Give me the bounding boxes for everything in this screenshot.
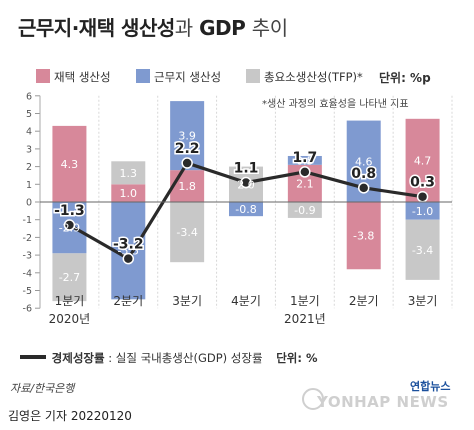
line-legend-desc: : 실질 국내총생산(GDP) 성장률 (108, 351, 263, 365)
bar-value-label: 0.5 (296, 154, 314, 167)
x-tick-label: 1분기 (290, 294, 320, 308)
legend-label-home: 재택 생산성 (54, 70, 111, 84)
bar-value-label: -3.4 (412, 244, 433, 257)
legend-swatch-home (36, 69, 50, 83)
y-tick-label: -2 (23, 233, 32, 244)
unit-label: 단위: %p (379, 71, 431, 85)
bar-segment (111, 184, 146, 202)
y-tick-label: 0 (26, 198, 32, 209)
year-label: 2020년 (49, 312, 91, 326)
bar-segment (229, 202, 263, 217)
y-tick-label: 6 (26, 91, 32, 102)
yonhap-logo-en: YONHAP NEWS (317, 393, 449, 411)
line-legend-icon (20, 355, 46, 359)
credit-text: 김영은 기자 20220120 (8, 409, 132, 423)
bar-value-label: -2.9 (59, 222, 80, 235)
y-tick-label: -4 (23, 268, 32, 279)
x-tick-label: 4분기 (231, 294, 261, 308)
bar-value-label: 4.6 (355, 155, 373, 168)
title-suffix: 추이 (251, 16, 288, 40)
bar-value-label: -3.8 (353, 230, 374, 243)
y-tick-label: 1 (26, 180, 32, 191)
bar-segment (170, 170, 205, 202)
bar-value-label: 2.0 (237, 178, 255, 191)
source-text: 자료/한국은행 (10, 382, 75, 395)
bar-value-label: -3.4 (176, 226, 197, 239)
growth-value-label: -3.2 (113, 237, 144, 253)
bar-value-label: 4.3 (61, 158, 79, 171)
bar-segment (52, 125, 87, 202)
bar-value-label: 1.0 (120, 187, 138, 200)
y-tick-label: 5 (26, 109, 32, 120)
growth-point (299, 166, 311, 178)
bar-value-label: 3.9 (178, 130, 196, 143)
title-gdp: GDP (199, 16, 246, 40)
bar-value-label: 2.1 (296, 177, 314, 190)
bar-segment (170, 202, 205, 263)
bottom-legend: 경제성장률 : 실질 국내총생산(GDP) 성장률 단위: % (18, 350, 318, 366)
growth-value-label: 0.3 (410, 175, 435, 191)
growth-value-label: 1.1 (234, 161, 259, 177)
title-main: 근무지·재택 생산성 (18, 16, 175, 40)
bar-segment (405, 219, 440, 280)
x-tick-label: 2분기 (113, 294, 143, 308)
year-label: 2021년 (284, 312, 326, 326)
line-legend-unit: 단위: % (276, 351, 318, 365)
x-tick-label: 2분기 (349, 294, 379, 308)
line-legend-label: 경제성장률 (51, 351, 105, 365)
growth-point (63, 219, 76, 231)
bar-segment (287, 155, 322, 165)
y-tick-label: 3 (26, 144, 32, 155)
bar-value-label: -0.8 (235, 203, 256, 216)
legend-swatch-tfp (246, 69, 260, 83)
growth-value-label: -1.3 (54, 203, 85, 219)
bar-segment (52, 253, 87, 302)
bar-value-label: 4.7 (414, 154, 432, 167)
growth-value-label: 1.7 (292, 150, 317, 166)
growth-value-label: 2.2 (175, 141, 200, 157)
bar-value-label: -2.7 (59, 271, 80, 284)
bar-value-label: 1.8 (178, 180, 196, 193)
bar-value-label: -0.9 (294, 204, 315, 217)
bar-segment (111, 161, 146, 185)
growth-value-label: 0.8 (351, 166, 376, 182)
y-tick-label: -5 (23, 286, 32, 297)
y-tick-label: 2 (26, 162, 32, 173)
bar-value-label: -5.5 (118, 245, 139, 258)
growth-point (240, 176, 252, 189)
bars (52, 101, 440, 302)
bar-segment (405, 118, 440, 202)
axes: -6 -5 -4 -3 -2 -1 0 1 2 3 4 5 6 1분기 2분기 3분기 4분기 1분기 2분기 3분기… (23, 91, 452, 326)
growth-point (181, 157, 193, 169)
x-tick-label: 3분기 (172, 294, 202, 308)
y-tick-label: -6 (23, 304, 32, 315)
y-tick-label: -3 (23, 251, 32, 262)
yonhap-globe-icon (302, 388, 324, 410)
growth-point (416, 190, 429, 203)
x-tick-label: 3분기 (408, 294, 438, 308)
bar-segment (287, 202, 322, 218)
legend-label-office: 근무지 생산성 (154, 70, 222, 84)
bar-value-label: 1.3 (120, 167, 138, 180)
legend-swatch-office (136, 69, 150, 83)
title-connector: 과 (174, 16, 193, 40)
bar-segment (346, 202, 381, 270)
footnote: *생산 과정의 효율성을 나타낸 지표 (262, 99, 409, 110)
y-tick-label: -1 (23, 215, 32, 226)
y-tick-label: 4 (26, 127, 32, 138)
growth-point (357, 182, 370, 194)
bar-value-label: -1.0 (412, 205, 433, 218)
growth-point (122, 252, 135, 265)
data-labels: 4.3 -2.9 -2.7 1.0 -5.5 1.3 1.8 3.9 -3.4 -0.8 2.0 2.… (53, 130, 437, 285)
x-tick-label: 1분기 (55, 294, 85, 308)
bar-segment (405, 202, 440, 220)
yonhap-logo-kr: 연합뉴스 (410, 380, 451, 393)
legend-label-tfp: 총요소생산성(TFP)* (264, 70, 363, 84)
chart-title: 근무지·재택 생산성과 GDP 추이 (18, 12, 288, 41)
